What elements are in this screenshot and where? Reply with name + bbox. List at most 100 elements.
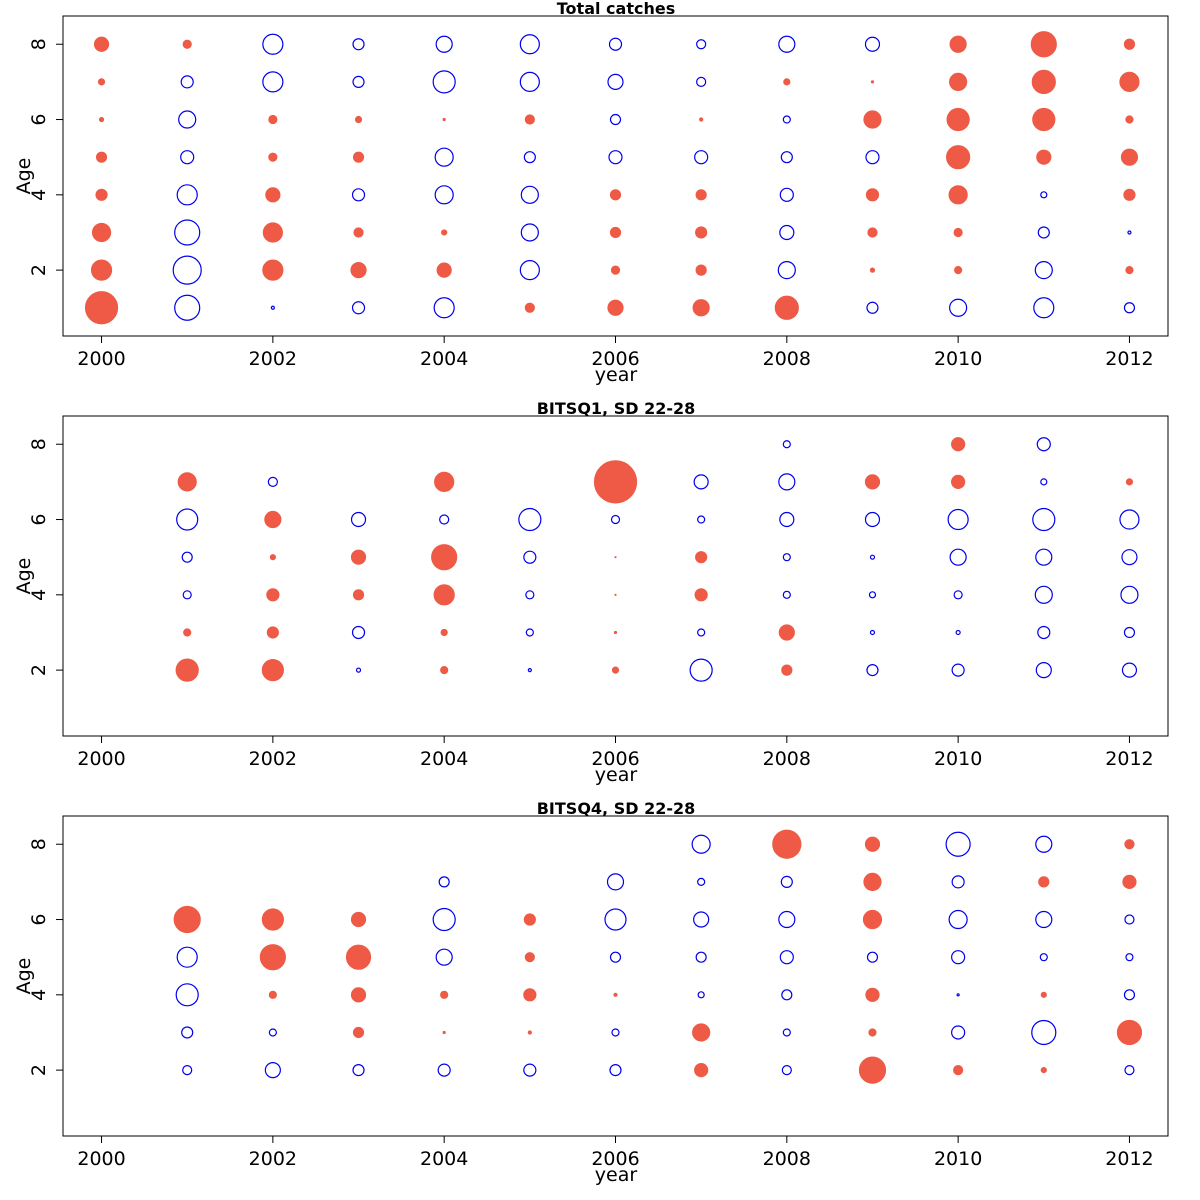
bubble-positive <box>695 264 707 276</box>
bubble-negative <box>779 511 795 528</box>
bubble-positive <box>609 189 622 201</box>
bubble-negative <box>608 150 623 165</box>
bubble-positive <box>1036 149 1052 165</box>
bubble-positive <box>694 588 708 602</box>
bubble-positive <box>609 226 622 239</box>
bubble-positive <box>91 222 112 243</box>
bubble-positive <box>433 584 455 606</box>
x-tick-label: 2002 <box>249 348 297 370</box>
bubble-negative <box>778 35 796 53</box>
bubble-positive <box>953 1065 964 1076</box>
bubble-positive <box>84 291 119 325</box>
bubble-positive <box>442 1030 446 1035</box>
bubble-positive <box>97 78 106 86</box>
bubble-negative <box>264 1062 281 1079</box>
bubble-positive <box>352 151 365 163</box>
bubble-negative <box>779 187 794 202</box>
bubble-positive <box>350 262 367 279</box>
bubble-positive <box>946 107 970 132</box>
bubble-positive <box>951 437 966 452</box>
bubble-positive <box>778 624 795 641</box>
bubble-positive <box>262 259 284 281</box>
bubble-positive <box>266 588 280 602</box>
bubble-positive <box>93 36 110 52</box>
bubble-positive <box>868 1028 877 1037</box>
bubble-negative <box>352 75 365 88</box>
bubble-negative <box>355 667 362 673</box>
x-tick-label: 2006 <box>591 1148 639 1170</box>
bubble-negative <box>1121 549 1138 566</box>
panel-total-catches: Total catches year Age 2000 2002 2004 2006 2… <box>13 0 1169 386</box>
bubble-positive <box>1125 266 1134 275</box>
bubble-negative <box>689 658 713 682</box>
y-tick-label: 6 <box>28 113 50 125</box>
bubble-positive <box>1125 115 1134 124</box>
bubble-negative <box>268 1028 277 1037</box>
bubble-positive <box>440 628 448 637</box>
y-tick-label: 2 <box>28 664 50 676</box>
bubble-negative <box>1127 230 1132 235</box>
bubble-negative <box>868 591 877 599</box>
bubble-positive <box>948 185 968 205</box>
bubble-negative <box>1036 437 1051 452</box>
y-tick-label: 8 <box>28 438 50 450</box>
y-tick-label: 8 <box>28 838 50 850</box>
bubble-positive <box>523 988 537 1002</box>
bubble-negative <box>438 876 450 888</box>
bubble-negative <box>947 508 969 531</box>
bubble-positive <box>95 188 108 201</box>
bubble-positive <box>695 226 708 239</box>
bubble-negative <box>604 908 627 931</box>
bubble-positive <box>694 1063 709 1078</box>
x-tick-label: 2012 <box>1105 748 1153 770</box>
bubble-positive <box>436 262 452 278</box>
bubble-negative <box>439 514 450 525</box>
bubble-positive <box>98 116 105 123</box>
bubble-negative <box>432 907 456 932</box>
bubble-negative <box>180 75 194 89</box>
bubble-positive <box>692 1023 711 1042</box>
bubble-negative <box>955 629 961 636</box>
bubble-positive <box>350 911 367 928</box>
bubble-negative <box>1121 662 1138 678</box>
bubble-positive <box>177 472 197 492</box>
bubble-negative <box>609 113 622 126</box>
bubble-negative <box>519 260 540 281</box>
bubble-negative <box>181 1026 194 1039</box>
bubble-negative <box>697 515 706 524</box>
bubble-negative <box>435 35 453 53</box>
bubble-negative <box>1123 302 1136 314</box>
bubble-positive <box>783 78 791 86</box>
bubble-negative <box>697 877 706 886</box>
x-axis-label: year <box>595 364 638 386</box>
bubble-positive <box>434 471 455 492</box>
bubble-negative <box>948 909 968 930</box>
bubble-positive <box>350 987 367 1003</box>
bubble-negative <box>695 951 707 963</box>
bubble-negative <box>696 39 707 50</box>
bubble-negative <box>609 1064 622 1077</box>
panel-title: BITSQ1, SD 22-28 <box>537 399 696 418</box>
bubble-positive <box>614 556 617 559</box>
bubble-negative <box>351 625 366 640</box>
bubble-positive <box>442 117 446 122</box>
bubble-negative <box>869 554 876 560</box>
x-tick-label: 2006 <box>591 748 639 770</box>
bubble-positive <box>774 295 799 320</box>
bubble-negative <box>1034 261 1053 280</box>
panel-title: BITSQ4, SD 22-28 <box>537 799 696 818</box>
x-tick-label: 2000 <box>77 1148 125 1170</box>
bubble-positive <box>864 474 881 490</box>
bubble-positive <box>610 265 621 275</box>
y-tick-label: 2 <box>28 1064 50 1076</box>
bubble-negative <box>262 33 284 55</box>
bubble-negative <box>1040 191 1048 199</box>
bubble-positive <box>862 909 883 930</box>
bubble-positive <box>1040 991 1047 998</box>
bubble-negative <box>174 219 201 246</box>
bubble-negative <box>1124 914 1135 925</box>
bubble-negative <box>1035 548 1053 566</box>
bubble-negative <box>1040 478 1048 486</box>
bubble-negative <box>182 1065 193 1076</box>
bubble-positive <box>1030 31 1057 58</box>
